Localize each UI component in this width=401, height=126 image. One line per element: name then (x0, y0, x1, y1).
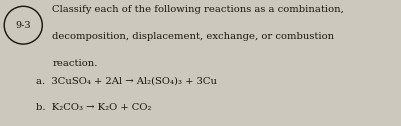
Text: decomposition, displacement, exchange, or combustion: decomposition, displacement, exchange, o… (52, 32, 334, 41)
Text: 9-3: 9-3 (16, 21, 31, 30)
Text: reaction.: reaction. (52, 59, 97, 68)
Text: a.  3CuSO₄ + 2Al → Al₂(SO₄)₃ + 3Cu: a. 3CuSO₄ + 2Al → Al₂(SO₄)₃ + 3Cu (36, 76, 217, 85)
Ellipse shape (4, 6, 43, 44)
Text: b.  K₂CO₃ → K₂O + CO₂: b. K₂CO₃ → K₂O + CO₂ (36, 103, 152, 112)
Text: Classify each of the following reactions as a combination,: Classify each of the following reactions… (52, 5, 344, 14)
